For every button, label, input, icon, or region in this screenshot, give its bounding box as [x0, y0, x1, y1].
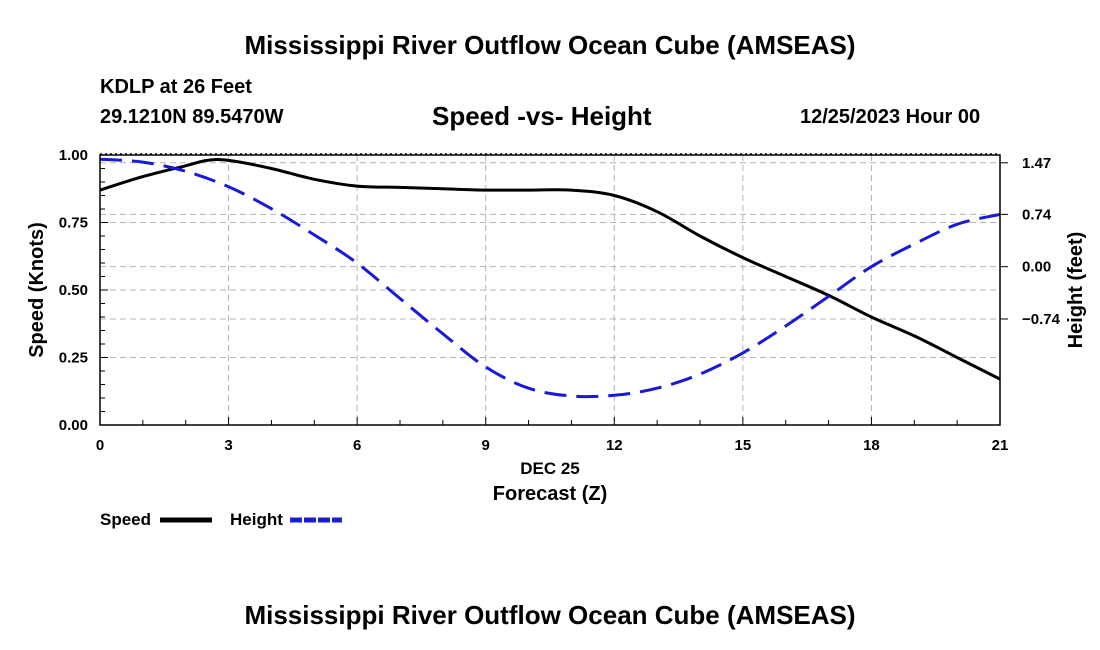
y-axis-title: Speed (Knots) [26, 222, 48, 358]
y-tick-label: 0.25 [59, 350, 88, 367]
footer-title: Mississippi River Outflow Ocean Cube (AM… [244, 600, 856, 630]
main-title: Mississippi River Outflow Ocean Cube (AM… [244, 30, 856, 60]
y-tick-label: 0.75 [59, 215, 88, 232]
y-tick-label: 0.50 [59, 282, 88, 299]
x-tick-label: 3 [224, 437, 232, 454]
y-tick-label: 0.00 [59, 417, 88, 434]
station-label: KDLP at 26 Feet [100, 76, 252, 98]
grid-layer [100, 155, 1000, 425]
series-layer [99, 157, 1001, 399]
x-tick-label: 15 [735, 437, 752, 454]
y2-tick-label: 1.47 [1022, 155, 1051, 172]
y2-tick-label: −0.74 [1022, 311, 1061, 328]
labels-layer: 0 3 6 9 12 15 18 21 0.00 0.25 0.50 0.75 1.00 1.47 0.74… [59, 147, 1061, 454]
x-tick-label: 18 [863, 437, 880, 454]
x-tick-label: 6 [353, 437, 361, 454]
x-tick-label: 21 [992, 437, 1009, 454]
speed-series-line [99, 158, 1001, 381]
chart-title: Speed -vs- Height [432, 101, 652, 131]
x-tick-label: 9 [482, 437, 490, 454]
coordinates-label: 29.1210N 89.5470W [100, 106, 284, 128]
x-tick-label: 0 [96, 437, 104, 454]
y2-tick-label: 0.74 [1022, 206, 1052, 223]
x-axis-title: Forecast (Z) [493, 483, 607, 505]
legend-height-label: Height [230, 510, 283, 529]
x-axis-date-label: DEC 25 [520, 459, 580, 478]
y2-axis-title: Height (feet) [1065, 232, 1087, 349]
height-series-line [99, 157, 1001, 399]
datetime-label: 12/25/2023 Hour 00 [800, 106, 981, 128]
ticks-layer [99, 154, 1008, 426]
y-tick-label: 1.00 [59, 147, 88, 164]
legend-speed-label: Speed [100, 510, 151, 529]
y2-tick-label: 0.00 [1022, 259, 1051, 276]
x-tick-label: 12 [606, 437, 623, 454]
